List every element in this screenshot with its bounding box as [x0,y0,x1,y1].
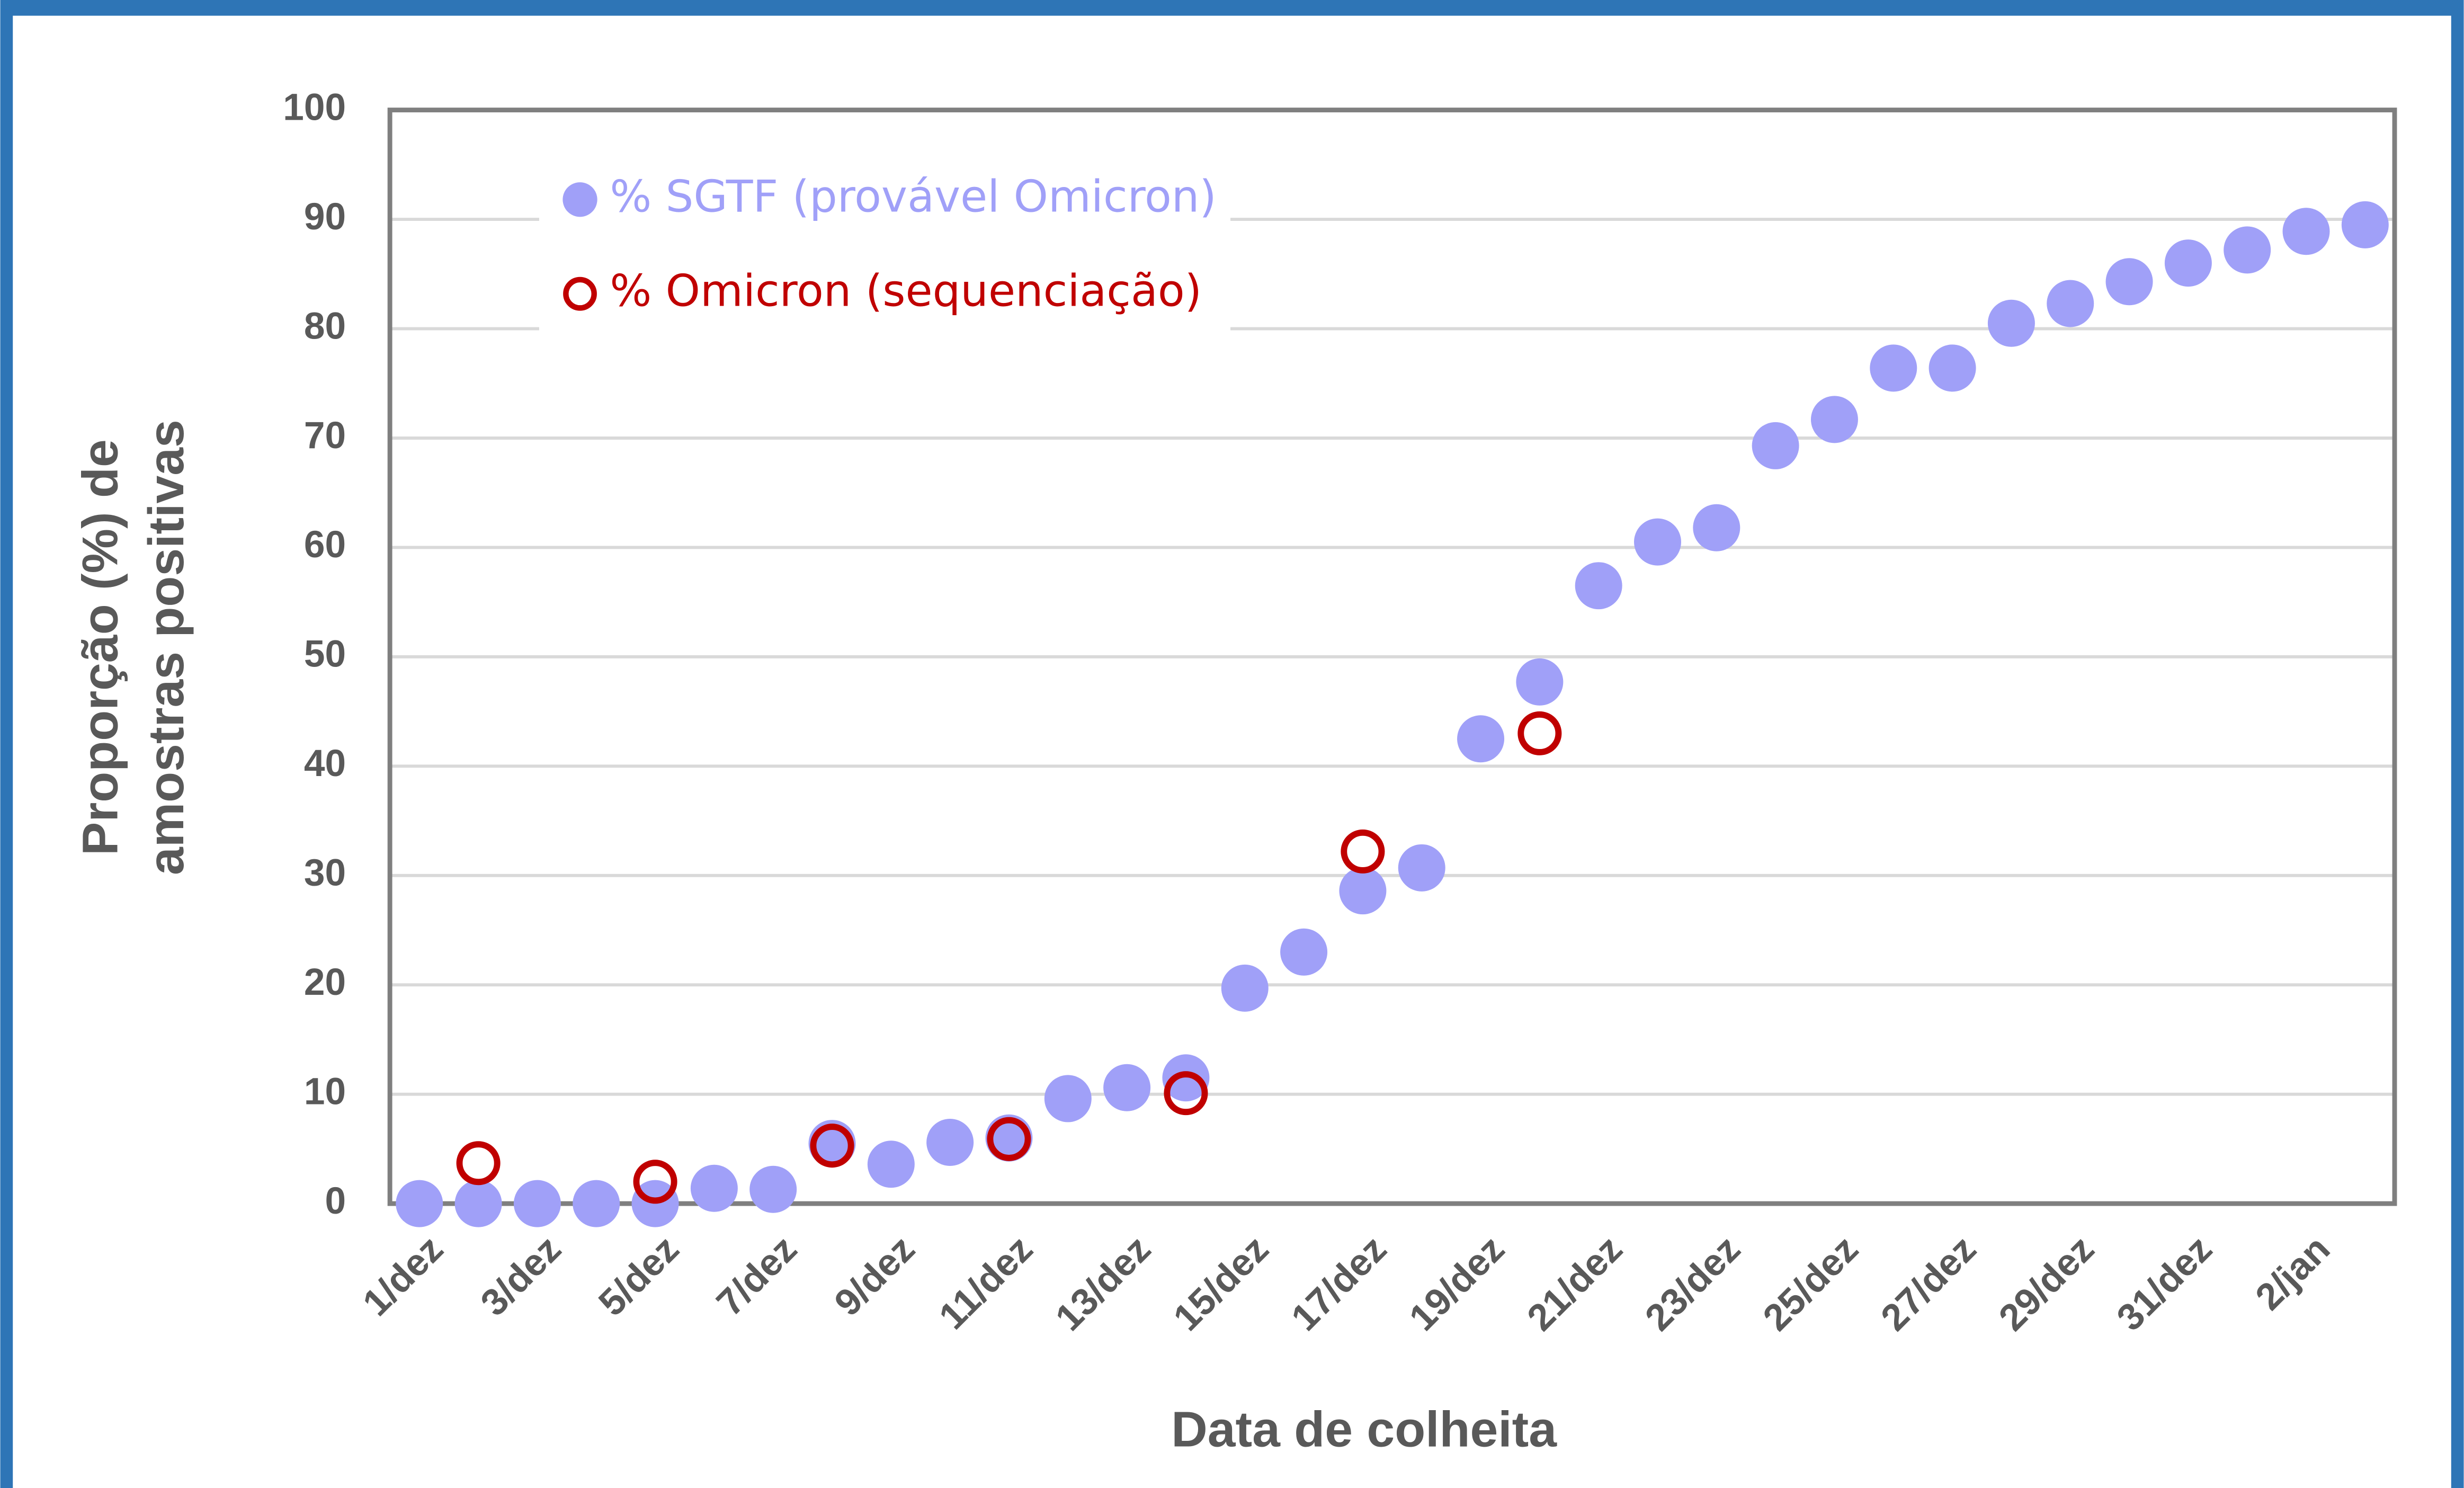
point [690,1164,738,1212]
point [749,1165,797,1213]
point [1103,1064,1151,1111]
legend-box [539,157,1231,333]
legend-marker [563,277,597,311]
chart-background [13,15,2451,1488]
point [1221,964,1269,1012]
point [396,1180,443,1227]
point [1341,829,1385,874]
point [1517,711,1562,755]
legend-marker [563,182,597,217]
point [513,1180,561,1227]
y-tick-label: 90 [304,196,346,238]
point [573,1180,620,1227]
point [1634,518,1681,566]
point [454,1180,502,1227]
point [1516,658,1564,706]
point [1044,1075,1092,1122]
point [987,1117,1031,1161]
point [2105,258,2153,306]
y-tick-label: 60 [304,524,346,566]
point [1398,844,1445,892]
point [867,1140,915,1188]
point [1870,344,1917,392]
y-tick-label: 40 [304,743,346,785]
point [2047,280,2094,327]
plot-border [387,108,2397,1206]
y-tick-label: 0 [325,1180,346,1222]
y-tick-label: 50 [304,634,346,675]
point [1929,344,1976,392]
y-tick-label: 20 [304,961,346,1003]
point [2341,201,2389,248]
point [633,1160,677,1204]
legend-label: % Omicron (sequenciação) [610,265,1202,317]
point [1810,396,1858,443]
y-tick-label: 30 [304,852,346,894]
point [926,1119,974,1166]
point [810,1124,854,1168]
point [1162,1054,1210,1102]
point [2282,208,2330,255]
y-tick-label: 10 [304,1071,346,1112]
marks [396,201,2389,1227]
point [2224,226,2271,274]
point [1164,1071,1208,1116]
y-axis-title: amostras positivas [138,420,194,875]
point [1987,299,2035,347]
legend: % SGTF (provável Omicron) % Omicron (sequ… [539,157,1231,333]
point [456,1141,501,1186]
y-tick-label: 80 [304,305,346,347]
legend-label: % SGTF (provável Omicron) [610,171,1216,222]
point [1752,422,1799,469]
point [1457,715,1505,763]
x-axis-title: Data de colheita [1171,1401,1557,1457]
y-tick-label: 100 [283,86,346,128]
point [1693,504,1740,551]
point [2164,239,2212,287]
point [1339,867,1387,915]
point [1280,928,1328,976]
y-axis-title: Proporção (%) de [72,439,128,856]
y-tick-label: 70 [304,415,346,457]
point [1575,562,1622,610]
